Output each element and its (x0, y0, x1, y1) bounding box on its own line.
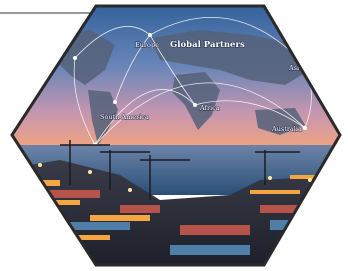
map-label: Australia (271, 125, 302, 133)
map-title: Global Partners (170, 40, 245, 50)
map-label: Europe (135, 41, 159, 49)
scene: Europe Global Partners Asia South Americ… (0, 0, 348, 271)
map-label: South America (100, 113, 149, 121)
page: Europe Global Partners Asia South Americ… (0, 0, 348, 271)
hexagon-image: Europe Global Partners Asia South Americ… (0, 0, 348, 271)
map-label: Africa (199, 104, 220, 112)
